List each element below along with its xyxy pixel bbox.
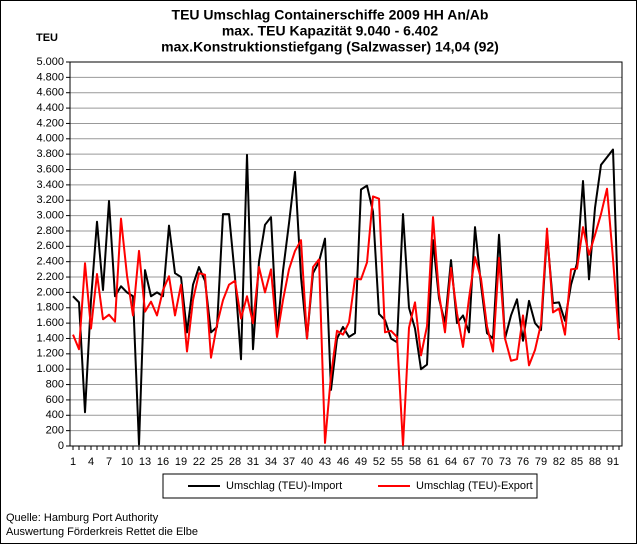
x-tick-label: 13 [139, 456, 151, 468]
chart-title: TEU Umschlag Containerschiffe 2009 HH An… [172, 7, 489, 23]
source: Auswertung Förderkreis Rettet die Elbe [6, 526, 198, 538]
x-tick-label: 85 [571, 456, 583, 468]
x-tick-label: 79 [535, 456, 547, 468]
x-tick-label: 73 [499, 456, 511, 468]
y-tick-label: 800 [46, 378, 64, 390]
chart-subtitle: max. TEU Kapazität 9.040 - 6.402 [222, 23, 439, 39]
y-tick-label: 3.000 [36, 210, 64, 222]
series-line [72, 187, 620, 447]
x-tick-label: 34 [265, 456, 277, 468]
y-tick-label: 2.000 [36, 286, 64, 298]
y-tick-label: 1.800 [36, 302, 64, 314]
x-tick-label: 40 [301, 456, 313, 468]
x-tick-label: 64 [445, 456, 457, 468]
y-tick-label: 0 [58, 440, 64, 452]
x-tick-label: 1 [70, 456, 76, 468]
x-tick-label: 31 [247, 456, 259, 468]
y-tick-label: 3.200 [36, 194, 64, 206]
x-tick-label: 16 [157, 456, 169, 468]
x-tick-label: 67 [463, 456, 475, 468]
y-tick-label: 4.000 [36, 133, 64, 145]
plot-area [69, 61, 623, 447]
x-tick-label: 61 [427, 456, 439, 468]
source: Quelle: Hamburg Port Authority [6, 512, 159, 524]
x-tick-label: 91 [607, 456, 619, 468]
y-tick-label: 400 [46, 409, 64, 421]
x-tick-label: 4 [88, 456, 94, 468]
series-line [72, 148, 620, 446]
legend [162, 473, 538, 499]
x-tick-label: 43 [319, 456, 331, 468]
chart-subtitle: max.Konstruktionstiefgang (Salzwasser) 1… [161, 39, 499, 55]
y-tick-label: 3.800 [36, 148, 64, 160]
x-tick-label: 55 [391, 456, 403, 468]
x-tick-label: 82 [553, 456, 565, 468]
y-tick-label: 600 [46, 394, 64, 406]
x-tick-label: 19 [175, 456, 187, 468]
x-tick-label: 7 [106, 456, 112, 468]
y-axis-label: TEU [36, 32, 58, 44]
y-tick-label: 4.600 [36, 87, 64, 99]
y-tick-label: 2.600 [36, 240, 64, 252]
x-tick-label: 70 [481, 456, 493, 468]
y-tick-label: 1.000 [36, 363, 64, 375]
y-tick-label: 200 [46, 425, 64, 437]
x-tick-label: 88 [589, 456, 601, 468]
y-tick-label: 4.400 [36, 102, 64, 114]
y-tick-label: 3.400 [36, 179, 64, 191]
y-tick-label: 2.200 [36, 271, 64, 283]
y-tick-label: 1.200 [36, 348, 64, 360]
y-tick-label: 4.800 [36, 71, 64, 83]
x-tick-label: 25 [211, 456, 223, 468]
y-tick-label: 2.400 [36, 256, 64, 268]
x-tick-label: 46 [337, 456, 349, 468]
x-tick-label: 76 [517, 456, 529, 468]
legend-label: Umschlag (TEU)-Export [416, 480, 533, 492]
y-tick-label: 2.800 [36, 225, 64, 237]
x-tick-label: 22 [193, 456, 205, 468]
y-tick-label: 4.200 [36, 117, 64, 129]
y-tick-label: 3.600 [36, 163, 64, 175]
x-tick-label: 37 [283, 456, 295, 468]
x-tick-label: 58 [409, 456, 421, 468]
x-tick-label: 28 [229, 456, 241, 468]
x-tick-label: 10 [121, 456, 133, 468]
x-tick-label: 49 [355, 456, 367, 468]
legend-label: Umschlag (TEU)-Import [226, 480, 342, 492]
y-tick-label: 1.400 [36, 332, 64, 344]
y-tick-label: 5.000 [36, 56, 64, 68]
x-tick-label: 52 [373, 456, 385, 468]
y-tick-label: 1.600 [36, 317, 64, 329]
